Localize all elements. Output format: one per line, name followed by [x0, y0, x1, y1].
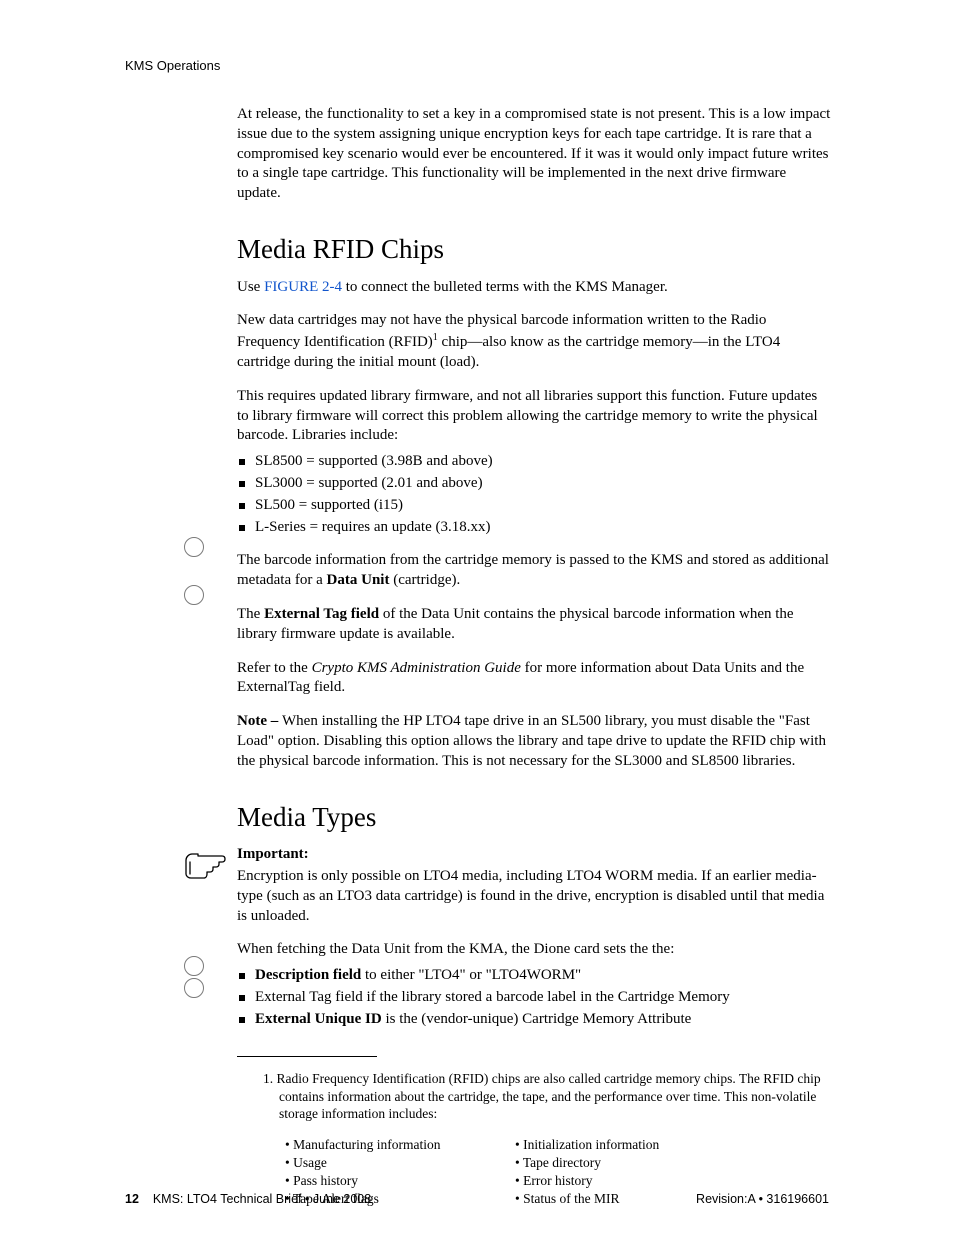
paragraph: At release, the functionality to set a k… [237, 105, 832, 204]
text: to either "LTO4" or "LTO4WORM" [361, 967, 581, 983]
list-item: SL3000 = supported (2.01 and above) [237, 474, 832, 494]
paragraph: New data cartridges may not have the phy… [237, 311, 832, 372]
paragraph: The barcode information from the cartrid… [237, 551, 832, 591]
list-item: SL500 = supported (i15) [237, 496, 832, 516]
text: Refer to the [237, 660, 312, 676]
page-footer: 12 KMS: LTO4 Technical Brief • June 2008… [125, 1191, 829, 1208]
doc-title: Crypto KMS Administration Guide [312, 660, 521, 676]
running-header: KMS Operations [125, 57, 220, 74]
figure-link[interactable]: FIGURE 2-4 [264, 279, 342, 295]
footer-right: Revision:A • 316196601 [696, 1191, 829, 1208]
paragraph: This requires updated library firmware, … [237, 387, 832, 446]
term: Description field [255, 967, 361, 983]
margin-annotation-circle [184, 537, 204, 557]
paragraph: Use FIGURE 2-4 to connect the bulleted t… [237, 278, 832, 298]
footnote-text: 1. Radio Frequency Identification (RFID)… [237, 1070, 832, 1123]
term: Data Unit [327, 572, 390, 588]
margin-annotation-circle [184, 978, 204, 998]
label: Important: [237, 846, 309, 862]
footer-title: KMS: LTO4 Technical Brief • June 2008 [153, 1192, 371, 1206]
important-body: Encryption is only possible on LTO4 medi… [237, 867, 832, 926]
list-item: SL8500 = supported (3.98B and above) [237, 452, 832, 472]
text: to connect the bulleted terms with the K… [342, 279, 668, 295]
text: (cartridge). [389, 572, 460, 588]
term: External Unique ID [255, 1011, 382, 1027]
section-heading: Media RFID Chips [237, 232, 832, 268]
text: is the (vendor-unique) Cartridge Memory … [382, 1011, 692, 1027]
paragraph: The External Tag field of the Data Unit … [237, 605, 832, 645]
footnote-item: Tape directory [515, 1154, 745, 1172]
text: When installing the HP LTO4 tape drive i… [237, 713, 826, 769]
term: External Tag field [264, 606, 379, 622]
body-content: At release, the functionality to set a k… [237, 105, 832, 1207]
footnote-separator [237, 1056, 377, 1057]
text: Use [237, 279, 264, 295]
footnote-item: Manufacturing information [285, 1136, 515, 1154]
paragraph: When fetching the Data Unit from the KMA… [237, 940, 832, 960]
footnote-item: Initialization information [515, 1136, 745, 1154]
footer-left: 12 KMS: LTO4 Technical Brief • June 2008 [125, 1191, 371, 1208]
document-page: KMS Operations At release, the functiona… [0, 0, 954, 1235]
footnote-item: Error history [515, 1172, 745, 1190]
footnote-item: Usage [285, 1154, 515, 1172]
field-list: Description field to either "LTO4" or "L… [237, 966, 832, 1029]
footnote-item: Pass history [285, 1172, 515, 1190]
page-number: 12 [125, 1192, 139, 1206]
list-item: External Unique ID is the (vendor-unique… [237, 1010, 832, 1030]
list-item: L-Series = requires an update (3.18.xx) [237, 518, 832, 538]
margin-annotation-circle [184, 956, 204, 976]
note-paragraph: Note – When installing the HP LTO4 tape … [237, 712, 832, 771]
library-list: SL8500 = supported (3.98B and above) SL3… [237, 452, 832, 537]
margin-annotation-circle [184, 585, 204, 605]
important-label: Important: [237, 845, 832, 865]
section-heading: Media Types [237, 800, 832, 836]
list-item: Description field to either "LTO4" or "L… [237, 966, 832, 986]
text: The [237, 606, 264, 622]
paragraph: Refer to the Crypto KMS Administration G… [237, 659, 832, 699]
note-label: Note – [237, 713, 282, 729]
list-item: External Tag field if the library stored… [237, 988, 832, 1008]
pointing-hand-icon [182, 852, 226, 880]
